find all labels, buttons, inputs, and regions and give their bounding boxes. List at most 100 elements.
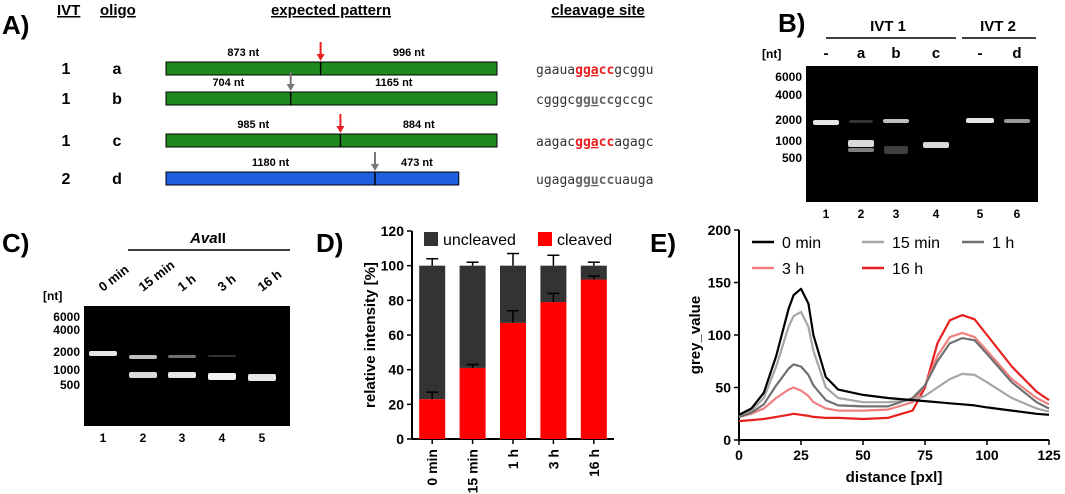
x-tick-label: 15 min — [465, 449, 481, 493]
right-fragment-length: 1165 nt — [375, 77, 413, 89]
x-tick-label: 25 — [793, 447, 809, 463]
right-fragment-length: 884 nt — [403, 119, 435, 131]
ivt-number: 2 — [62, 171, 71, 188]
cleavage-site-header: cleavage site — [551, 2, 644, 19]
bar-uncleaved — [419, 265, 446, 400]
sequence-b2: cc — [599, 173, 615, 188]
y-axis-label: relative intensity [%] — [362, 262, 379, 408]
series-line — [738, 331, 1050, 418]
y-tick-label: 60 — [388, 327, 404, 343]
ivt-number: 1 — [62, 91, 71, 108]
oligo-header: oligo — [100, 2, 136, 19]
legend-label-uncleaved: uncleaved — [443, 232, 516, 249]
cleavage-arrow-icon — [286, 84, 295, 91]
x-tick-label: 3 h — [545, 449, 561, 469]
x-axis-label: distance [pxl] — [846, 469, 943, 486]
gel-band — [168, 355, 196, 358]
legend-swatch-uncleaved — [424, 232, 438, 246]
x-tick-label: 75 — [917, 447, 933, 463]
panel-d: D) 0 20 40 60 80 100 120 relative intensity [%]… — [316, 223, 614, 493]
gel-band — [208, 373, 236, 380]
gel-band — [129, 372, 157, 378]
sequence-pre: ugaga — [536, 173, 575, 188]
pattern-row: 1 c 985 nt 884 nt aagacggaccagagc — [62, 114, 653, 150]
lane-header: 0 min — [96, 262, 132, 295]
enzyme-label: AvaII — [189, 230, 226, 247]
cleavage-arrow-icon — [336, 126, 345, 133]
ladder-size-label: 500 — [782, 151, 802, 165]
oligo-letter: a — [113, 61, 122, 78]
sequence-b1: gg — [575, 93, 591, 108]
gel-band — [1004, 119, 1030, 123]
x-tick-label: 0 min — [424, 449, 440, 486]
sequence-b2: cc — [599, 93, 615, 108]
gel-band — [966, 118, 994, 123]
ladder-size-label: 500 — [60, 378, 80, 392]
lane-header: 15 min — [136, 257, 178, 294]
lane-number: 4 — [933, 207, 940, 221]
bar-cleaved — [580, 279, 607, 439]
gel-band — [208, 355, 236, 357]
panel-b-label: B) — [778, 8, 805, 38]
y-tick-label: 120 — [381, 223, 405, 239]
lane-number: 3 — [179, 431, 186, 445]
y-tick-label: 100 — [708, 327, 732, 343]
gel-band — [884, 146, 908, 154]
sequence-b2: cc — [599, 63, 615, 78]
lane-number: 5 — [259, 431, 266, 445]
right-fragment-length: 473 nt — [401, 157, 433, 169]
legend-label: 15 min — [892, 235, 940, 252]
gel-band — [849, 120, 873, 123]
series-line — [738, 287, 1050, 416]
cleavage-arrow-icon — [316, 54, 325, 61]
stacked-bar-chart: 0 20 40 60 80 100 120 relative intensity [%] 0 m… — [362, 223, 614, 493]
panel-b: B) IVT 1 IVT 2 [nt] - a b c - d 6000 4000 2000 1… — [762, 8, 1038, 221]
oligo-letter: b — [112, 91, 122, 108]
x-tick-label: 50 — [855, 447, 871, 463]
ladder-size-label: 6000 — [775, 70, 802, 84]
y-tick-label: 150 — [708, 275, 732, 291]
y-tick-label: 100 — [381, 258, 405, 274]
bar-uncleaved — [459, 265, 486, 368]
expected-pattern-header: expected pattern — [271, 2, 391, 19]
panel-a: A) IVT oligo expected pattern cleavage s… — [2, 2, 653, 188]
sequence-pre: aagac — [536, 135, 575, 150]
ladder-size-label: 2000 — [53, 345, 80, 359]
series-line — [738, 314, 1050, 423]
x-tick-label: 125 — [1037, 447, 1061, 463]
ivt-header: IVT — [57, 2, 80, 19]
sequence-u: u — [591, 93, 599, 108]
bar-cleaved — [459, 367, 486, 439]
x-tick-label: 1 h — [505, 449, 521, 469]
ladder-size-label: 1000 — [53, 363, 80, 377]
left-fragment-length: 1180 nt — [252, 157, 290, 169]
ivt-number: 1 — [62, 61, 71, 78]
cleavage-arrow-icon — [370, 164, 379, 171]
lane-header: b — [891, 45, 900, 62]
lane-number: 1 — [823, 207, 830, 221]
sequence-post: agagc — [614, 135, 653, 150]
lane-header: c — [932, 45, 940, 62]
gel-b-ladder: 6000 4000 2000 1000 500 — [775, 70, 802, 165]
legend-label-cleaved: cleaved — [557, 232, 612, 249]
sequence-u: a — [591, 135, 599, 150]
panel-e: E) 0 50 100 150 200 0 25 50 75 100 125 distance [px… — [650, 222, 1061, 486]
gel-c-image — [84, 306, 290, 426]
sequence-b1: gg — [575, 135, 591, 150]
legend-swatch-cleaved — [538, 232, 552, 246]
legend-label: 0 min — [782, 235, 821, 252]
right-fragment-length: 996 nt — [393, 47, 425, 59]
gel-band — [923, 142, 949, 148]
sequence-post: gcggu — [614, 63, 653, 78]
bar-cleaved — [500, 322, 526, 439]
bar-uncleaved — [580, 265, 607, 280]
rna-bar — [165, 61, 498, 76]
sequence-post: uauga — [614, 173, 653, 188]
series-line — [738, 310, 1050, 418]
